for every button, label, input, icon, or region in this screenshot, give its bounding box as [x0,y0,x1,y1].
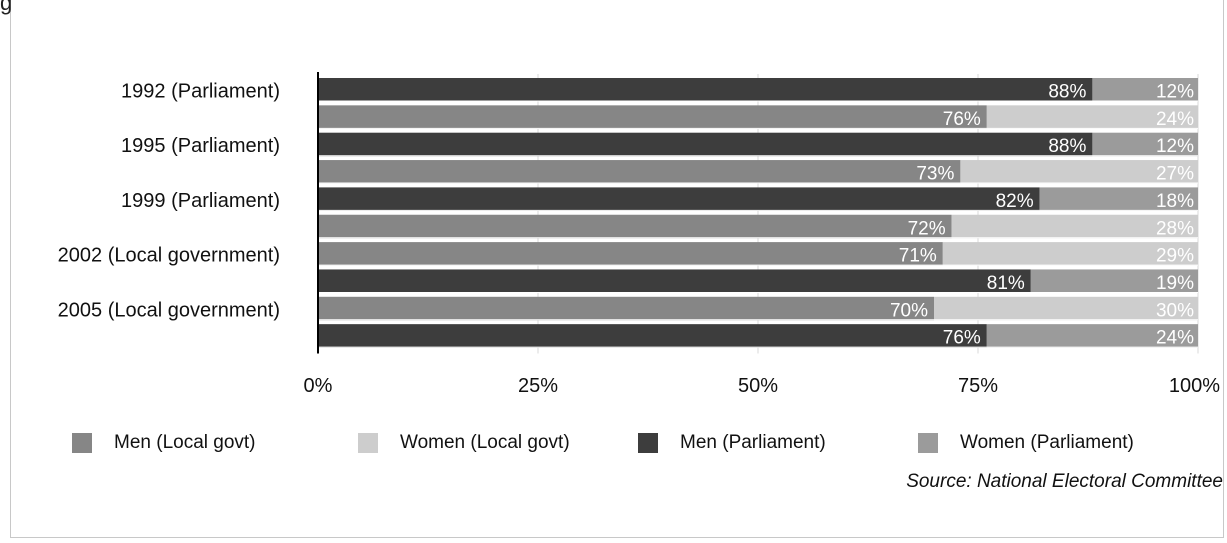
legend-label-men-local: Men (Local govt) [114,432,256,453]
legend-item-men-parliament: Men (Parliament) [638,432,826,454]
legend: Men (Local govt) Women (Local govt) Men … [72,432,1222,460]
bar-women-parliament [986,324,1198,348]
data-label-women: 29% [1156,246,1194,267]
data-label-men: 82% [996,191,1034,212]
data-label-men: 76% [943,328,981,349]
legend-item-men-local: Men (Local govt) [72,432,256,454]
bar-women-local [986,105,1198,129]
bar-men-local [318,242,943,266]
bar-women-parliament [1039,187,1198,211]
data-label-men: 71% [899,246,937,267]
title-fragment: g [0,0,13,15]
data-label-women: 19% [1156,273,1194,294]
bar-women-parliament [1092,132,1198,157]
bar-men-parliament [318,78,1093,102]
data-label-men: 70% [890,300,928,321]
legend-swatch-women-local [358,433,378,453]
legend-label-women-local: Women (Local govt) [400,432,570,453]
bar-men-local [318,160,961,184]
bar-men-parliament [318,324,987,348]
category-label: 2005 (Local government) [58,299,280,321]
legend-item-women-parliament: Women (Parliament) [918,432,1134,454]
bar-chart: 88% 12% 1992 (Parliament) 76% 24% 88% 12% 1995 … [58,72,1220,397]
category-label: 1995 (Parliament) [121,135,280,157]
bar-men-parliament [318,132,1093,157]
bar-men-local [318,105,987,129]
bar-men-parliament [318,187,1040,211]
legend-swatch-men-local [72,433,92,453]
data-label-women: 12% [1156,82,1194,103]
data-label-women: 24% [1156,328,1194,349]
bar-women-parliament [1092,78,1198,102]
x-tick-label: 0% [304,375,333,397]
legend-label-men-parliament: Men (Parliament) [680,432,826,453]
data-label-men: 76% [943,109,981,130]
bar-women-local [960,160,1198,184]
data-label-women: 12% [1156,136,1194,157]
data-label-men: 88% [1048,82,1086,103]
data-label-men: 81% [987,273,1025,294]
bar-men-local [318,214,952,239]
legend-swatch-men-parliament [638,433,658,453]
data-label-women: 30% [1156,300,1194,321]
legend-swatch-women-parliament [918,433,938,453]
legend-item-women-local: Women (Local govt) [358,432,570,454]
data-label-women: 27% [1156,164,1194,185]
bar-women-local [951,214,1198,239]
x-tick-label: 75% [958,375,998,397]
bar-women-parliament [1030,269,1198,293]
x-tick-label: 100% [1169,375,1220,397]
data-label-men: 88% [1048,136,1086,157]
chart-frame [10,0,1224,538]
legend-label-women-parliament: Women (Parliament) [960,432,1134,453]
data-label-women: 28% [1156,218,1194,239]
data-label-women: 18% [1156,191,1194,212]
data-label-women: 24% [1156,109,1194,130]
bar-women-local [942,242,1198,266]
category-label: 1999 (Parliament) [121,190,280,212]
data-label-men: 73% [916,164,954,185]
bar-women-local [934,296,1198,321]
bar-men-parliament [318,269,1031,293]
bar-men-local [318,296,934,321]
category-label: 1992 (Parliament) [121,81,280,103]
x-tick-label: 25% [518,375,558,397]
source-note: Source: National Electoral Committee [906,471,1223,492]
category-label: 2002 (Local government) [58,245,280,267]
data-label-men: 72% [908,218,946,239]
x-tick-label: 50% [738,375,778,397]
